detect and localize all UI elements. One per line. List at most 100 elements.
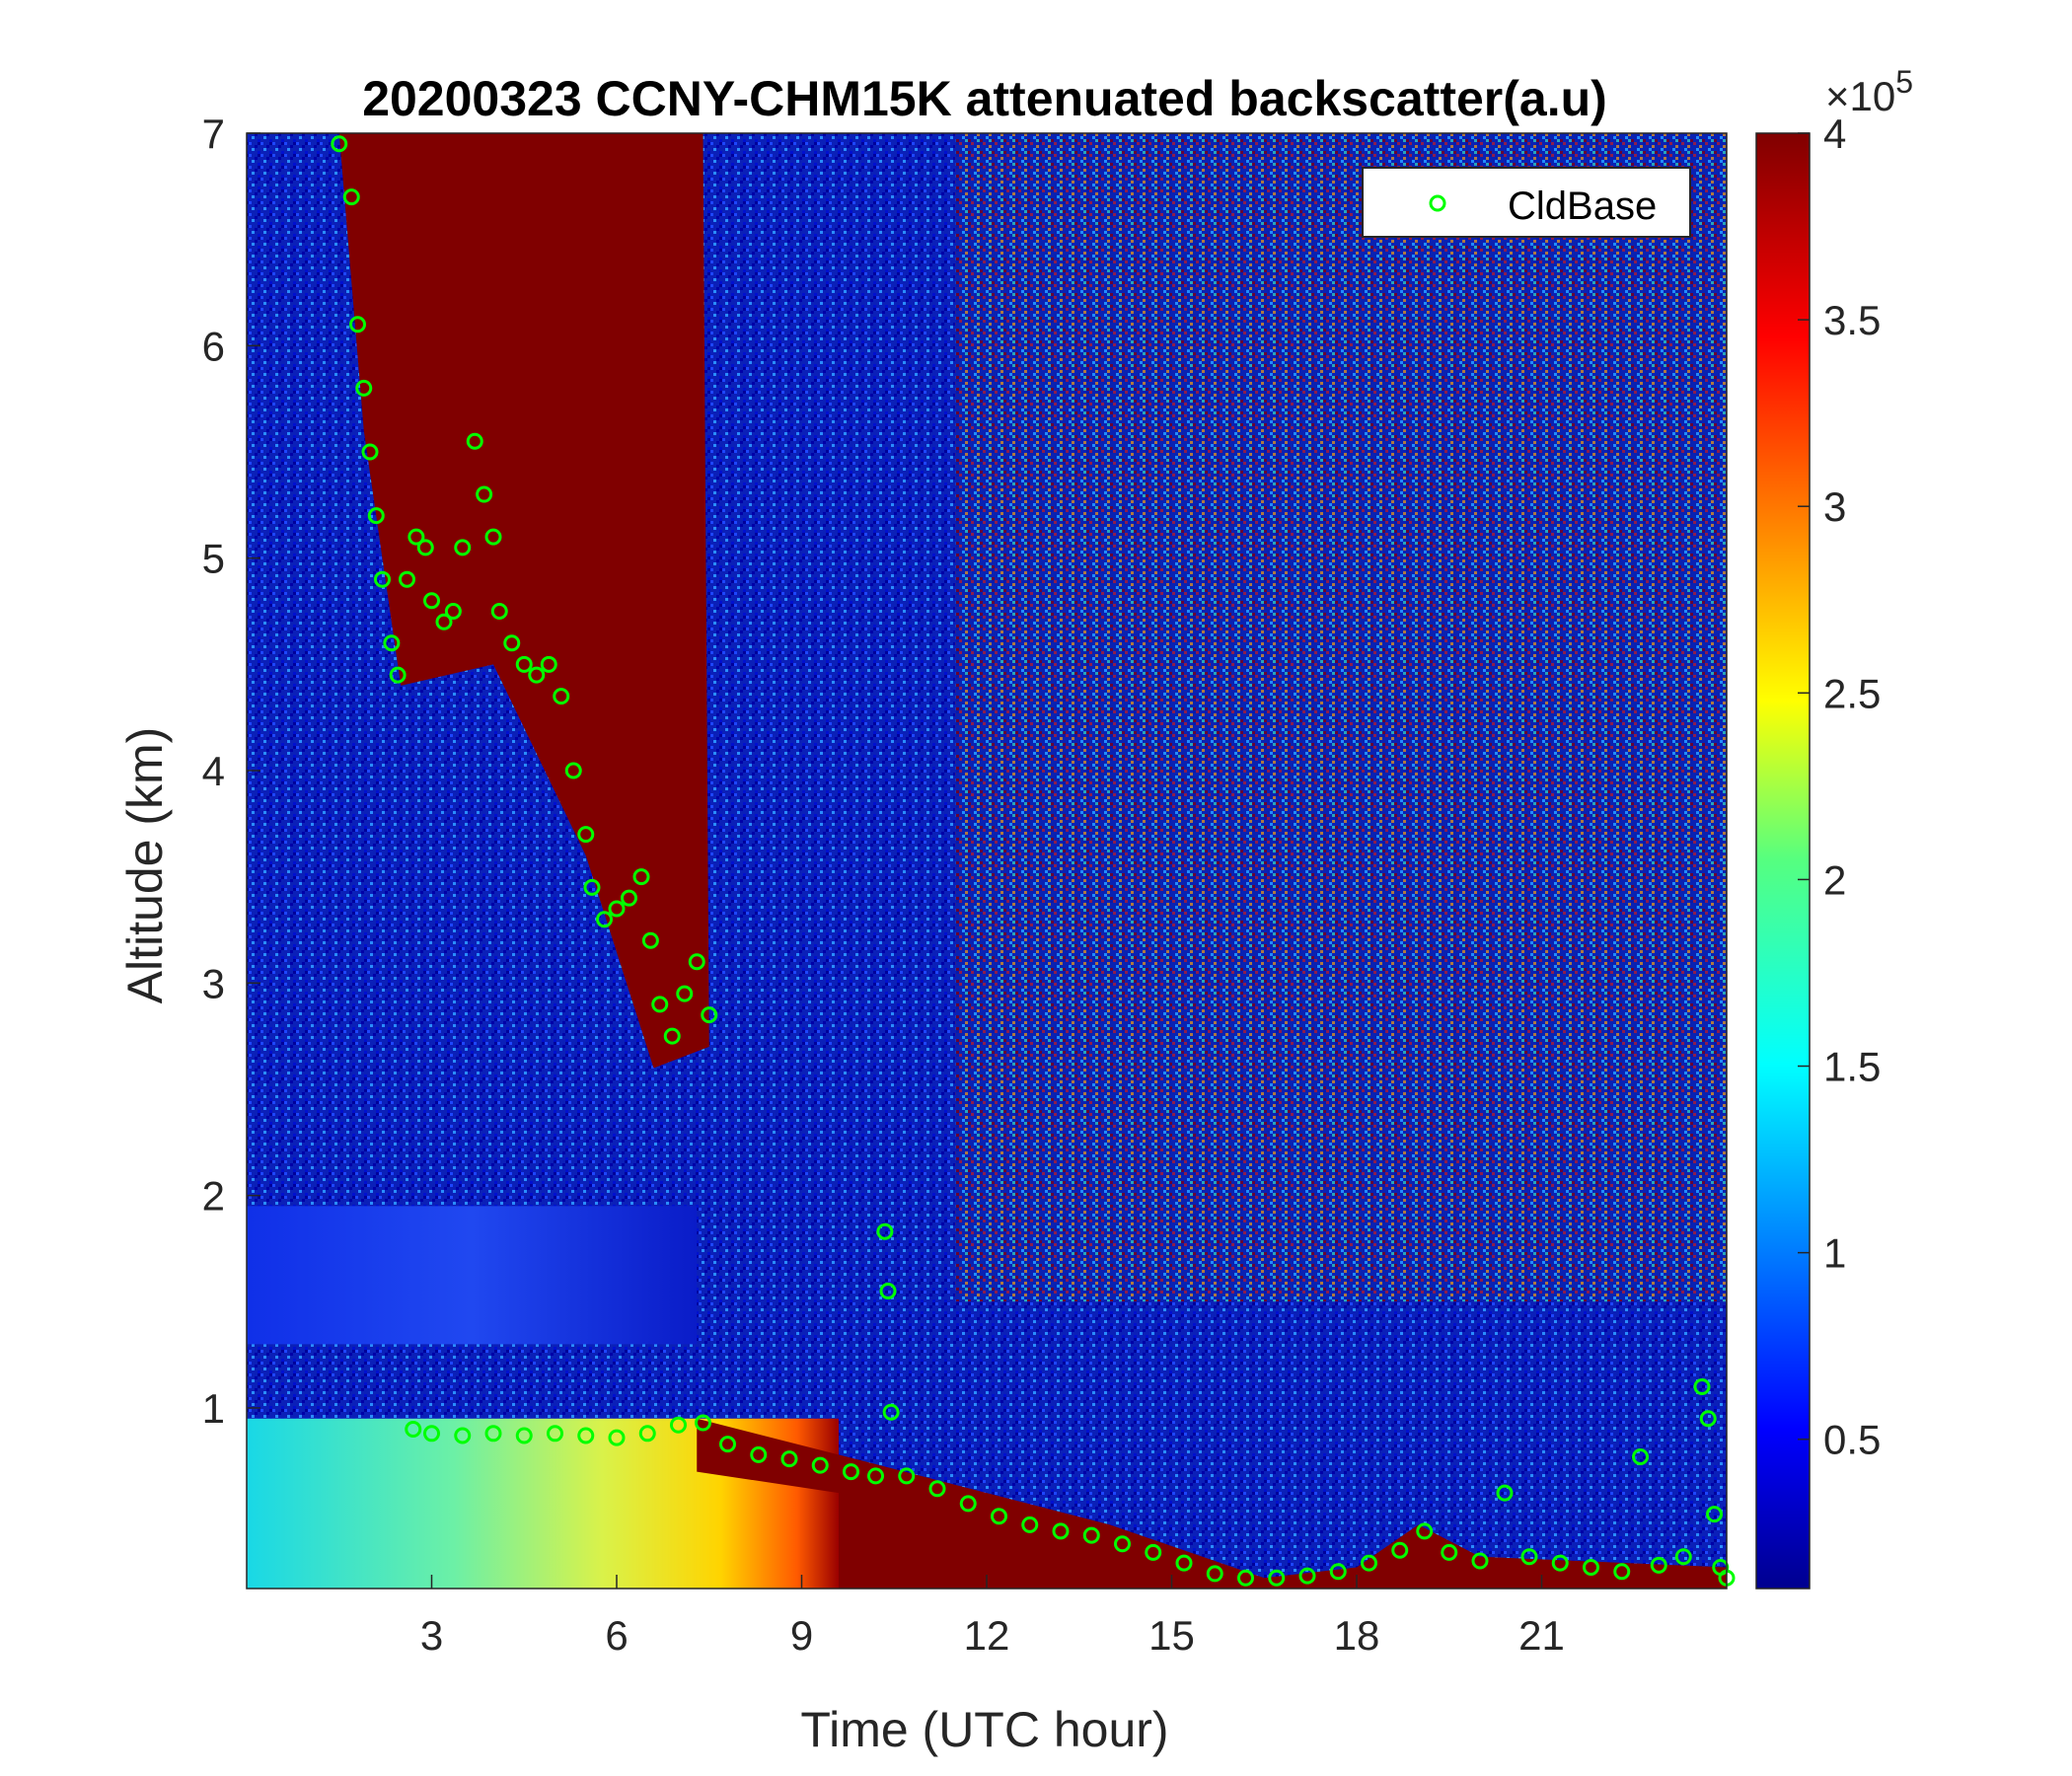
cldbase-point	[1551, 1554, 1569, 1572]
cldbase-point	[503, 634, 521, 652]
colorbar: 0.5 1 1.5 2 2.5 3 3.5 4 ×105	[1755, 64, 1913, 1590]
cldbase-point	[1441, 1543, 1458, 1561]
cldbase-point	[1206, 1565, 1223, 1583]
y-tick-label: 3	[202, 960, 225, 1006]
cldbase-point	[342, 188, 360, 206]
x-tick-label: 12	[964, 1612, 1010, 1659]
cldbase-point	[349, 316, 366, 333]
cldbase-point	[423, 1425, 440, 1443]
cldbase-point	[1021, 1516, 1039, 1533]
region-high-ice-cloud	[338, 133, 709, 1069]
cldbase-point	[1496, 1484, 1514, 1502]
y-tick-label: 2	[202, 1173, 225, 1220]
x-tick-label: 15	[1148, 1612, 1195, 1659]
cldbase-point	[663, 1027, 681, 1045]
cldbase-point	[1583, 1558, 1599, 1576]
cldbase-point	[528, 666, 546, 684]
region-aerosol-layer	[247, 1206, 698, 1345]
cldbase-point	[879, 1283, 897, 1300]
cldbase-point	[959, 1495, 977, 1513]
colorbar-gradient	[1755, 132, 1811, 1590]
cldbase-point	[515, 1427, 533, 1444]
cldbase-point	[577, 826, 595, 844]
cldbase-point	[476, 485, 493, 503]
region-daytime-noise	[955, 133, 1727, 1302]
cldbase-point	[454, 1427, 472, 1444]
cldbase-point	[811, 1456, 829, 1474]
cldbase-point	[583, 878, 601, 896]
cldbase-point	[1613, 1563, 1631, 1581]
colorbar-exponent: ×105	[1825, 64, 1913, 119]
cldbase-point	[632, 868, 650, 886]
cldbase-point	[484, 528, 502, 546]
cldbase-point	[1632, 1447, 1649, 1465]
chart-title: 20200323 CCNY-CHM15K attenuated backscat…	[362, 71, 1607, 126]
x-axis-label: Time (UTC hour)	[800, 1702, 1168, 1757]
cldbase-point	[608, 900, 626, 918]
region-boundary-layer	[247, 1418, 839, 1589]
cldbase-point	[596, 911, 613, 928]
cldbase-point	[876, 1222, 894, 1240]
y-tick-label: 4	[202, 748, 225, 794]
x-tick-label: 18	[1334, 1612, 1380, 1659]
cldbase-point	[361, 443, 379, 461]
cldbase-point	[389, 666, 407, 684]
cldbase-point	[695, 1414, 711, 1432]
cldbase-point	[399, 570, 415, 588]
cldbase-point	[374, 570, 391, 588]
cldbase-point	[928, 1480, 946, 1498]
cldbase-point	[1268, 1569, 1286, 1587]
legend-label: CldBase	[1508, 185, 1657, 228]
colorbar-tick-label: 1.5	[1823, 1044, 1881, 1090]
colorbar-tick-label: 3	[1823, 483, 1846, 530]
cldbase-point	[1693, 1377, 1711, 1395]
cldbase-point	[750, 1445, 768, 1463]
cldbase-point	[1706, 1506, 1723, 1523]
cldbase-point	[1175, 1554, 1193, 1572]
cldbase-point	[1699, 1410, 1717, 1428]
y-tick-label: 6	[202, 323, 225, 369]
cldbase-point	[651, 996, 669, 1013]
cldbase-point	[407, 528, 425, 546]
cldbase-point	[405, 1421, 422, 1439]
cldbase-point	[515, 655, 533, 673]
colorbar-tick-label: 4	[1823, 111, 1846, 157]
cldbase-point	[355, 379, 373, 397]
cldbase-point	[1391, 1541, 1409, 1559]
cldbase-point	[454, 539, 472, 556]
cldbase-point	[719, 1436, 736, 1453]
y-tick-label: 7	[202, 111, 225, 157]
colorbar-exponent-base: ×10	[1825, 73, 1895, 119]
colorbar-tick-label: 1	[1823, 1230, 1846, 1277]
cldbase-point	[540, 655, 557, 673]
cldbase-point	[444, 602, 462, 620]
cldbase-point	[1674, 1548, 1692, 1566]
cldbase-point	[867, 1467, 884, 1485]
cldbase-point	[780, 1450, 798, 1468]
cldbase-point	[1650, 1556, 1667, 1574]
cldbase-point	[490, 602, 508, 620]
colorbar-ticks: 0.5 1 1.5 2 2.5 3 3.5 4	[1798, 111, 1881, 1463]
cldbase-point	[1237, 1569, 1254, 1587]
cldbase-point	[991, 1508, 1007, 1525]
cldbase-point	[688, 953, 705, 971]
cldbase-point	[1298, 1567, 1316, 1585]
y-tick-label: 1	[202, 1385, 225, 1432]
x-tick-label: 3	[420, 1612, 443, 1659]
cldbase-point	[367, 507, 385, 525]
cldbase-point	[701, 1006, 718, 1024]
cldbase-point	[547, 1425, 563, 1443]
cldbase-point	[843, 1463, 859, 1481]
cldbase-point	[1082, 1526, 1100, 1544]
y-axis-label: Altitude (km)	[117, 727, 173, 1004]
cldbase-point	[331, 135, 348, 153]
x-tick-label: 6	[605, 1612, 628, 1659]
cldbase-point	[1145, 1543, 1162, 1561]
legend: CldBase	[1362, 167, 1691, 238]
cldbase-point	[1361, 1554, 1377, 1572]
cldbase-point	[1471, 1552, 1489, 1570]
colorbar-tick-label: 2	[1823, 856, 1846, 903]
